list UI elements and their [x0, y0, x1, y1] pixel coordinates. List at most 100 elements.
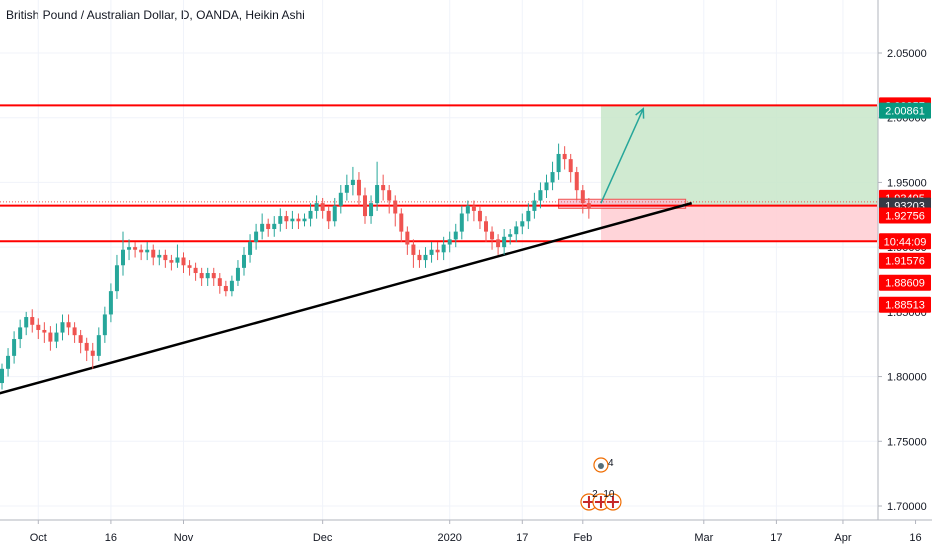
candle-body: [574, 172, 579, 191]
candle: [435, 241, 440, 261]
candle-body: [290, 218, 295, 222]
candle: [465, 200, 470, 222]
candle: [526, 203, 531, 230]
x-tick-label: Mar: [694, 532, 713, 544]
candle-body: [350, 179, 355, 186]
candle-body: [429, 249, 434, 255]
avatar-icon: [597, 463, 604, 469]
candle-body: [496, 239, 501, 248]
candle-body: [181, 257, 186, 266]
candle-body: [139, 249, 144, 253]
candle: [235, 260, 240, 286]
candle-body: [356, 179, 361, 196]
candle: [205, 267, 210, 286]
candle-body: [423, 254, 428, 261]
event-badge-bottom: 2 10: [580, 489, 622, 511]
candle-body: [477, 210, 482, 222]
candle: [459, 205, 464, 240]
price-label-text: 1.88609: [885, 278, 925, 290]
candle: [127, 239, 132, 261]
price-label: 1.92756: [879, 207, 931, 224]
price-label-text: 1.91576: [885, 256, 925, 268]
candle-body: [211, 273, 216, 279]
candle: [18, 319, 23, 349]
candle: [538, 182, 543, 209]
candle-body: [417, 254, 422, 261]
candle-body: [18, 327, 23, 340]
candle-body: [0, 368, 4, 384]
candle-body: [411, 244, 416, 255]
entry-box: [558, 198, 687, 209]
candle-body: [520, 221, 525, 227]
candle: [447, 231, 452, 253]
candle-body: [453, 231, 458, 240]
price-label-bg: [879, 207, 931, 224]
candle-body: [490, 231, 495, 240]
candle: [54, 323, 59, 349]
candle: [441, 236, 446, 261]
candle: [338, 185, 343, 214]
price-label-text: 1.88513: [885, 300, 925, 312]
candle-body: [532, 200, 537, 211]
candle-body: [60, 322, 65, 333]
projection-arrow-head: [635, 107, 645, 119]
loss-zone: [600, 205, 922, 242]
candle: [514, 221, 519, 242]
y-tick-label: 1.70000: [887, 501, 927, 513]
candle: [332, 197, 337, 227]
candle-body: [145, 249, 150, 253]
candle: [556, 143, 561, 180]
candle: [157, 249, 162, 266]
candle-body: [114, 265, 119, 292]
candle: [72, 322, 77, 343]
candle-body: [48, 332, 53, 342]
candle: [66, 314, 71, 336]
candle: [586, 197, 591, 219]
candle: [356, 172, 361, 206]
candle: [96, 327, 101, 362]
candle-body: [54, 332, 59, 342]
price-label-bg: [879, 274, 931, 291]
candle: [417, 249, 422, 268]
candle: [48, 326, 53, 351]
candle: [84, 337, 89, 362]
candle-body: [314, 203, 319, 211]
candle: [369, 195, 374, 224]
candle-body: [205, 273, 210, 279]
candle-body: [72, 327, 77, 336]
candle-body: [157, 254, 162, 258]
y-tick-label: 2.05000: [887, 48, 927, 60]
candle-body: [6, 355, 11, 369]
candle-body: [544, 182, 549, 191]
candle-body: [508, 234, 513, 237]
candle: [405, 226, 410, 255]
candle: [580, 185, 585, 214]
candle-body: [187, 265, 192, 268]
candle: [187, 260, 192, 276]
x-tick-label: Oct: [30, 532, 47, 544]
event-badge-count: 10: [603, 489, 615, 500]
candle-body: [242, 254, 246, 268]
candle: [133, 241, 138, 258]
candle: [254, 223, 259, 250]
candle: [121, 231, 125, 276]
candle-body: [284, 216, 289, 222]
price-label-bg: [879, 296, 931, 313]
candle-body: [502, 236, 507, 248]
candle: [272, 216, 277, 237]
candle: [12, 331, 17, 364]
candle-body: [471, 205, 476, 211]
y-tick-label: 1.80000: [887, 372, 927, 384]
candle-body: [193, 267, 198, 274]
candle-body: [399, 213, 404, 232]
y-tick-label: 1.75000: [887, 436, 927, 448]
candle: [242, 247, 246, 276]
candle-body: [308, 210, 313, 219]
candle-body: [568, 159, 573, 173]
x-tick-label: Dec: [313, 532, 333, 544]
candle: [217, 273, 222, 294]
candle-body: [229, 280, 234, 292]
candle-body: [405, 231, 410, 245]
candle-body: [363, 195, 367, 217]
